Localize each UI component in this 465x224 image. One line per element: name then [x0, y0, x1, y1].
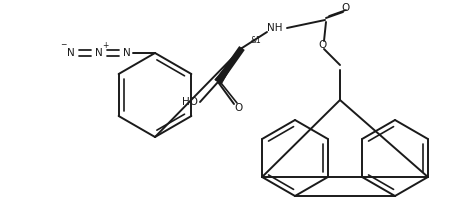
- Text: &1: &1: [250, 35, 261, 45]
- Polygon shape: [215, 48, 242, 84]
- Text: N: N: [95, 48, 103, 58]
- Text: O: O: [318, 40, 326, 50]
- Text: HO: HO: [182, 97, 198, 107]
- Text: N: N: [67, 48, 75, 58]
- Text: O: O: [341, 3, 349, 13]
- Text: O: O: [234, 103, 242, 113]
- Text: NH: NH: [267, 23, 283, 33]
- Text: N: N: [123, 48, 131, 58]
- Text: +: +: [102, 41, 108, 50]
- Text: −: −: [60, 41, 66, 50]
